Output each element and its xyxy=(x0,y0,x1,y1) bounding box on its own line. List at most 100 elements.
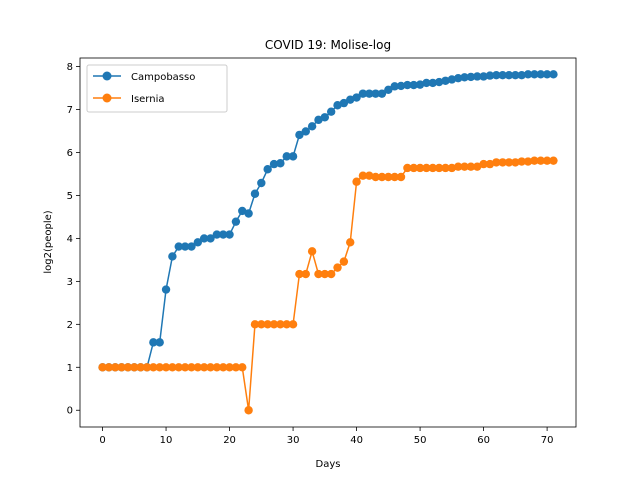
data-point-campobasso xyxy=(523,70,533,79)
data-point-campobasso xyxy=(530,70,539,79)
data-point-campobasso xyxy=(542,70,552,79)
data-point-isernia xyxy=(390,172,399,182)
data-point-campobasso xyxy=(434,77,444,87)
data-point-isernia xyxy=(473,162,482,171)
y-tick-label: 3 xyxy=(67,277,73,288)
x-tick-label: 40 xyxy=(350,435,363,446)
data-point-campobasso xyxy=(549,70,558,79)
data-point-isernia xyxy=(168,363,177,372)
data-point-isernia xyxy=(142,363,152,372)
data-point-campobasso xyxy=(174,242,183,251)
data-point-campobasso xyxy=(492,70,501,80)
data-point-isernia xyxy=(333,263,342,272)
data-point-isernia xyxy=(396,172,406,182)
data-point-isernia xyxy=(282,320,291,329)
data-point-campobasso xyxy=(180,242,190,251)
data-point-isernia xyxy=(409,163,418,173)
x-axis-ticks: 0 10 20 30 40 50 60 70 xyxy=(99,427,553,446)
data-point-campobasso xyxy=(238,206,247,216)
y-tick-label: 4 xyxy=(67,234,73,245)
data-point-campobasso xyxy=(314,115,323,125)
data-point-campobasso xyxy=(428,78,437,88)
data-point-campobasso xyxy=(485,71,495,80)
data-point-campobasso xyxy=(250,189,260,198)
data-point-campobasso xyxy=(371,89,380,98)
data-point-isernia xyxy=(536,156,545,165)
data-point-campobasso xyxy=(517,70,526,80)
data-point-campobasso xyxy=(149,338,158,347)
legend-label-campobasso: Campobasso xyxy=(131,72,195,83)
data-point-isernia xyxy=(276,320,285,329)
series-layer xyxy=(98,70,558,415)
data-point-isernia xyxy=(504,158,514,167)
data-point-campobasso xyxy=(263,165,272,174)
y-tick-label: 0 xyxy=(67,406,73,417)
data-point-isernia xyxy=(130,363,139,372)
data-point-campobasso xyxy=(206,234,215,243)
data-point-campobasso xyxy=(288,152,298,161)
data-point-isernia xyxy=(257,320,266,329)
data-point-isernia xyxy=(98,363,107,372)
data-point-campobasso xyxy=(333,101,342,110)
data-point-campobasso xyxy=(358,89,368,98)
x-tick-label: 10 xyxy=(160,435,173,446)
data-point-campobasso xyxy=(320,113,330,122)
data-point-isernia xyxy=(365,171,374,180)
data-point-isernia xyxy=(371,172,380,182)
data-point-campobasso xyxy=(479,72,488,81)
data-point-isernia xyxy=(498,158,507,167)
data-point-campobasso xyxy=(415,80,425,89)
data-point-isernia xyxy=(104,363,114,372)
data-point-campobasso xyxy=(269,159,279,169)
x-tick-label: 0 xyxy=(99,435,105,446)
data-point-campobasso xyxy=(390,82,399,91)
data-point-campobasso xyxy=(460,73,469,82)
data-point-campobasso xyxy=(352,93,361,102)
data-point-isernia xyxy=(174,363,183,372)
y-tick-label: 8 xyxy=(67,62,73,73)
data-point-isernia xyxy=(523,157,533,166)
data-point-campobasso xyxy=(244,209,253,218)
y-tick-label: 1 xyxy=(67,363,73,374)
data-point-campobasso xyxy=(441,76,450,85)
data-point-campobasso xyxy=(511,70,520,80)
y-tick-label: 6 xyxy=(67,148,73,159)
data-point-campobasso xyxy=(326,107,336,116)
data-point-isernia xyxy=(346,238,355,247)
data-point-campobasso xyxy=(403,80,412,90)
data-point-isernia xyxy=(549,156,558,165)
data-point-campobasso xyxy=(365,89,374,98)
data-point-isernia xyxy=(339,257,349,266)
data-point-isernia xyxy=(295,269,304,279)
data-point-campobasso xyxy=(219,230,228,239)
data-point-isernia xyxy=(434,163,444,173)
y-tick-label: 5 xyxy=(67,191,73,202)
data-point-isernia xyxy=(530,156,539,165)
data-point-campobasso xyxy=(231,217,241,226)
data-point-campobasso xyxy=(161,285,171,294)
y-axis-label: log2(people) xyxy=(43,210,54,273)
data-point-isernia xyxy=(111,363,120,372)
data-point-isernia xyxy=(187,363,196,372)
data-point-isernia xyxy=(466,162,476,171)
series-isernia xyxy=(98,156,558,415)
data-point-campobasso xyxy=(377,89,387,98)
legend-marker-campobasso xyxy=(102,71,112,81)
legend-marker-isernia xyxy=(102,93,112,103)
data-point-campobasso xyxy=(447,75,457,84)
data-point-campobasso xyxy=(339,98,349,108)
data-point-isernia xyxy=(123,363,133,372)
data-point-isernia xyxy=(352,177,361,186)
data-point-isernia xyxy=(485,159,495,169)
axes-frame xyxy=(79,57,577,428)
data-point-isernia xyxy=(415,163,425,173)
data-point-isernia xyxy=(314,269,323,279)
data-point-campobasso xyxy=(473,72,482,81)
data-point-isernia xyxy=(180,363,190,372)
y-tick-label: 7 xyxy=(67,105,73,116)
data-point-isernia xyxy=(161,363,171,372)
data-point-isernia xyxy=(453,162,463,171)
data-point-campobasso xyxy=(396,81,406,91)
y-axis-ticks: 0 1 2 3 4 5 6 7 8 xyxy=(67,62,80,417)
